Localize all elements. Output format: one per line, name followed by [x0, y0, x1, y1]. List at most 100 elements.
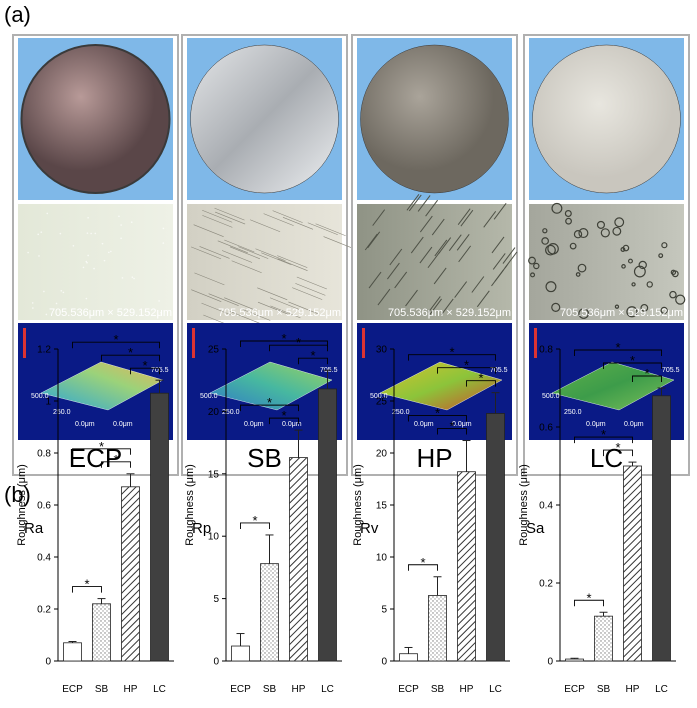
- texture-dot: [133, 277, 135, 280]
- significance-label: *: [615, 340, 620, 355]
- texture-dot: [103, 259, 106, 262]
- texture-line: [476, 290, 490, 308]
- texture-dot: [120, 237, 122, 240]
- texture-dot: [162, 227, 165, 230]
- significance-bracket: [101, 461, 131, 468]
- texture-pit: [646, 281, 653, 288]
- texture-dot: [40, 231, 43, 233]
- texture-pit: [670, 269, 677, 276]
- sample-label: LC: [590, 443, 623, 473]
- significance-bracket: [101, 354, 160, 362]
- surface-axis-label: 705.5: [490, 367, 508, 374]
- texture-pit: [551, 202, 563, 214]
- x-tick-label: LC: [153, 684, 166, 695]
- panel-label: (a): [4, 2, 31, 27]
- texture-pit: [626, 306, 638, 318]
- y-tick-label: 5: [381, 605, 387, 616]
- texture-line: [282, 217, 314, 230]
- significance-bracket: [72, 341, 160, 349]
- texture-pit: [661, 242, 668, 249]
- surface-axis-label: 250.0: [53, 409, 71, 416]
- texture-line: [255, 248, 286, 262]
- chart-title: Rp: [192, 520, 211, 537]
- significance-label: *: [113, 452, 118, 467]
- significance-label: *: [644, 366, 649, 381]
- micrograph-texture: [364, 194, 518, 316]
- texture-dot: [101, 242, 104, 245]
- texture-pit: [660, 306, 668, 315]
- error-bar: [570, 657, 579, 660]
- texture-dot: [130, 221, 133, 224]
- texture-line: [367, 231, 381, 249]
- error-bar: [491, 392, 500, 414]
- texture-pit: [542, 228, 548, 234]
- texture-dot: [87, 254, 89, 257]
- texture-pit: [578, 227, 589, 239]
- texture-line: [194, 272, 225, 286]
- texture-line: [224, 239, 255, 253]
- texture-pit: [564, 209, 572, 218]
- y-tick-label: 0: [547, 657, 553, 668]
- bar: [428, 595, 447, 662]
- texture-dot: [31, 302, 34, 304]
- surface-axis-label: 500.0: [542, 393, 560, 400]
- texture-line: [215, 211, 246, 225]
- texture-dot: [43, 290, 45, 293]
- texture-line: [394, 271, 408, 289]
- panel-label: (b): [4, 482, 31, 507]
- texture-dot: [37, 233, 40, 236]
- x-tick-label: HP: [460, 684, 474, 695]
- error-bar: [265, 534, 274, 564]
- texture-line: [471, 276, 485, 293]
- significance-bracket: [408, 354, 496, 361]
- texture-line: [408, 194, 422, 212]
- y-tick-label: 1: [45, 397, 51, 408]
- texture-dot: [120, 224, 122, 226]
- texture-line: [368, 271, 382, 289]
- surface-axis-label: 500.0: [370, 393, 388, 400]
- texture-line: [208, 293, 239, 306]
- x-tick-label: SB: [263, 684, 277, 695]
- texture-pit: [533, 262, 540, 270]
- texture-line: [492, 253, 506, 270]
- bar: [63, 642, 82, 662]
- y-tick-label: 20: [376, 449, 388, 460]
- texture-line: [296, 276, 327, 290]
- bar: [457, 471, 476, 662]
- sample-disc: [20, 44, 171, 194]
- texture-line: [425, 199, 438, 217]
- bar: [121, 486, 140, 662]
- micrograph: [529, 204, 684, 320]
- texture-pit: [640, 303, 649, 312]
- significance-bracket: [632, 375, 662, 382]
- photo-panel: 705.536μm × 529.152μm 500.0 250.0 0.0μm 0.0μ…: [12, 34, 690, 476]
- texture-pit: [565, 217, 572, 225]
- texture-dot: [148, 311, 150, 314]
- texture-dot: [87, 216, 89, 219]
- surface-axis-label: 0.0μm: [244, 421, 264, 428]
- texture-dot: [32, 307, 34, 309]
- texture-line: [410, 236, 424, 254]
- texture-line: [493, 203, 507, 220]
- texture-line: [307, 222, 338, 236]
- texture-line: [448, 234, 462, 252]
- significance-label: *: [252, 513, 257, 528]
- y-tick-label: 1.2: [37, 345, 51, 356]
- texture-line: [502, 247, 516, 264]
- x-tick-label: HP: [292, 684, 306, 695]
- y-tick-label: 0.6: [539, 423, 553, 434]
- texture-line: [372, 209, 386, 226]
- bar: [92, 603, 111, 662]
- error-bar: [404, 646, 413, 654]
- texture-line: [387, 262, 400, 280]
- chart-title: Rv: [360, 520, 379, 537]
- sample-disc: [190, 44, 339, 194]
- texture-line: [217, 240, 248, 254]
- significance-label: *: [113, 332, 118, 347]
- error-bar: [628, 461, 637, 466]
- texture-dot: [160, 311, 162, 314]
- texture-pit: [628, 258, 633, 264]
- bar: [318, 388, 337, 662]
